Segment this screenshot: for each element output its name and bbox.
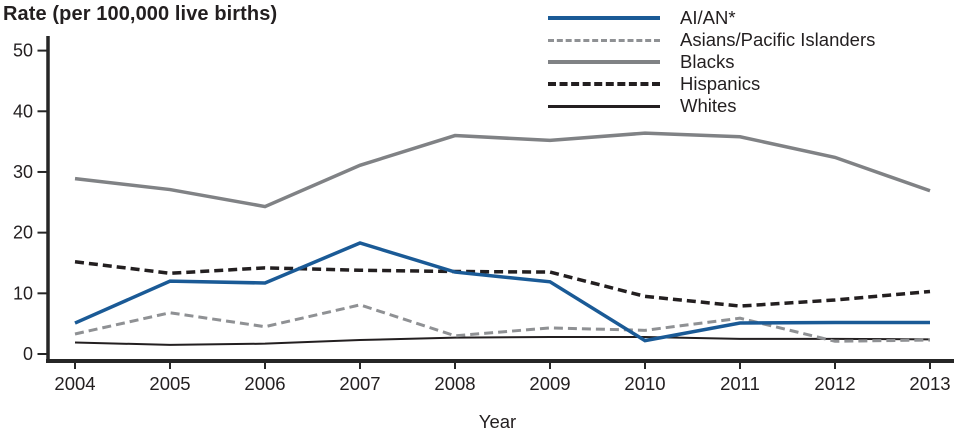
y-tick-label: 40 xyxy=(13,101,33,121)
legend-item: Asians/Pacific Islanders xyxy=(548,29,875,51)
legend-label: Hispanics xyxy=(680,73,761,94)
series-line-asians-pacific-islanders xyxy=(74,303,931,343)
x-tick-label: 2012 xyxy=(814,373,855,394)
legend-item: AI/AN* xyxy=(548,7,875,29)
series-line-whites xyxy=(74,336,931,346)
legend-line-swatch xyxy=(548,82,660,86)
x-tick-label: 2006 xyxy=(244,373,285,394)
y-tick-label: 50 xyxy=(13,41,33,61)
legend-item: Blacks xyxy=(548,51,875,73)
y-tick-label: 20 xyxy=(13,223,33,243)
legend-label: Asians/Pacific Islanders xyxy=(680,29,876,50)
x-tick-label: 2005 xyxy=(149,373,190,394)
x-tick-label: 2010 xyxy=(624,373,665,394)
series-line-hispanics xyxy=(74,260,931,308)
x-tick-label: 2013 xyxy=(909,373,950,394)
legend-label: Blacks xyxy=(680,51,735,72)
legend-label: Whites xyxy=(680,95,737,116)
x-tick-label: 2004 xyxy=(54,373,95,394)
series-line-ai-an- xyxy=(74,241,930,343)
legend-label: AI/AN* xyxy=(680,7,736,28)
legend-line-swatch xyxy=(548,60,660,64)
legend-line-swatch xyxy=(548,104,660,108)
x-tick-label: 2007 xyxy=(339,373,380,394)
x-tick-label: 2008 xyxy=(434,373,475,394)
legend: AI/AN* Asians/Pacific Islanders Blacks Hisp… xyxy=(548,7,875,117)
series-line-blacks xyxy=(74,131,931,209)
chart-title: Rate (per 100,000 live births) xyxy=(3,3,278,25)
y-tick-label: 10 xyxy=(13,283,33,303)
legend-item: Whites xyxy=(548,95,875,117)
y-tick-label: 30 xyxy=(13,162,33,182)
x-tick-label: 2011 xyxy=(720,373,760,394)
x-tick-label: 2009 xyxy=(529,373,570,394)
legend-item: Hispanics xyxy=(548,73,875,95)
legend-line-swatch xyxy=(548,16,660,20)
x-axis-title: Year xyxy=(478,411,517,432)
y-tick-label: 0 xyxy=(23,344,33,364)
legend-line-swatch xyxy=(548,38,660,42)
